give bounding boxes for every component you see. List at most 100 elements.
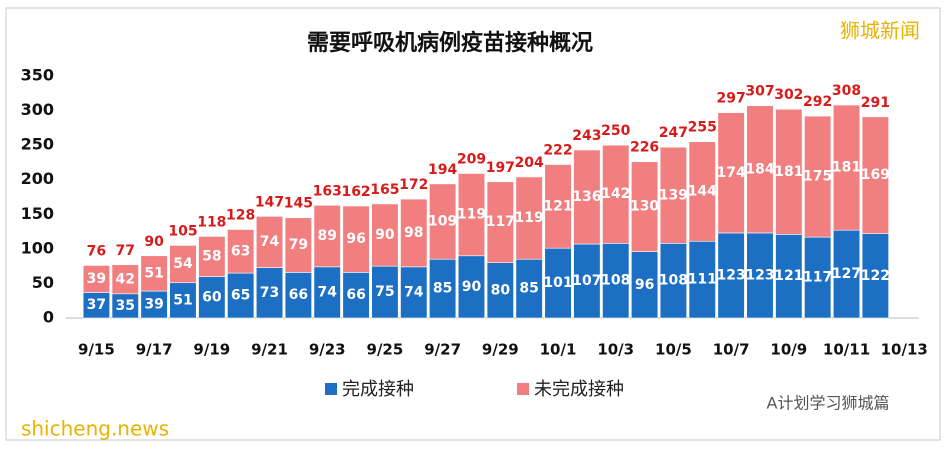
bar-segment (602, 144, 630, 244)
bar-segment (82, 292, 110, 319)
data-label: 75 (375, 284, 394, 300)
bar-segment (227, 272, 255, 319)
bar-segment (717, 232, 745, 319)
bar-segment (775, 108, 803, 235)
data-label: 175 (803, 169, 832, 185)
data-label: 96 (635, 277, 654, 293)
total-label: 226 (630, 140, 659, 156)
bar-segment (111, 264, 139, 295)
bar-segment (659, 146, 687, 244)
legend-label: 未完成接种 (534, 379, 624, 400)
bar-segment (313, 204, 341, 268)
bar-segment (457, 255, 486, 319)
data-label: 98 (404, 225, 423, 241)
x-tick-label: 9/21 (251, 341, 288, 359)
data-label: 117 (486, 214, 515, 230)
bar-segment (284, 272, 312, 319)
total-label: 302 (774, 87, 803, 103)
total-label: 162 (341, 184, 370, 200)
legend-swatch (325, 383, 337, 395)
bar-segment (486, 262, 514, 319)
bar-segment (775, 234, 803, 319)
data-label: 181 (774, 164, 803, 180)
data-label: 39 (87, 271, 106, 287)
bar-segment (515, 176, 543, 260)
total-label: 128 (226, 207, 255, 223)
data-label: 80 (491, 282, 511, 298)
bar-segment (371, 265, 399, 319)
data-label: 142 (601, 186, 630, 202)
y-tick-label: 150 (21, 204, 54, 223)
bar-segment (861, 116, 889, 234)
bar-segment (198, 236, 226, 277)
data-label: 122 (861, 268, 890, 284)
chart-title: 需要呼吸机病例疫苗接种概况 (307, 30, 593, 56)
legend-label: 完成接种 (342, 379, 414, 400)
data-label: 74 (404, 284, 424, 300)
watermark: A计划学习狮城篇 (767, 394, 890, 413)
data-label: 174 (717, 165, 746, 181)
data-label: 123 (745, 267, 774, 283)
y-tick-label: 250 (21, 135, 54, 154)
data-label: 63 (231, 243, 250, 259)
x-tick-label: 9/15 (78, 341, 115, 359)
bar-segment (169, 245, 197, 284)
x-tick-label: 9/17 (136, 341, 173, 359)
total-label: 197 (486, 160, 515, 176)
bar-segment (82, 265, 110, 293)
bar-segment (746, 232, 774, 319)
total-label: 165 (370, 182, 399, 198)
bar-segment (659, 243, 687, 319)
data-label: 35 (116, 298, 135, 314)
bar-segment (717, 112, 745, 234)
data-label: 96 (346, 231, 365, 247)
data-label: 66 (346, 287, 365, 303)
bar-segment (140, 255, 168, 292)
x-tick-label: 10/13 (881, 341, 928, 359)
x-tick-label: 9/27 (424, 341, 461, 359)
data-label: 184 (745, 161, 774, 177)
x-tick-label: 9/25 (367, 341, 404, 359)
watermark: 狮城新闻 (840, 19, 920, 43)
bar-segment (832, 104, 861, 231)
bar-segment (342, 205, 370, 273)
data-label: 130 (630, 199, 659, 215)
bar-segment (140, 290, 168, 319)
data-label: 127 (832, 266, 861, 282)
data-label: 139 (659, 187, 688, 203)
bar-segment (861, 233, 889, 319)
data-label: 121 (774, 268, 803, 284)
watermark: shicheng.news (21, 417, 169, 441)
y-tick-label: 100 (21, 238, 54, 257)
data-label: 108 (659, 273, 688, 289)
bar-segment (688, 240, 716, 319)
bar-segment (169, 282, 197, 319)
data-label: 66 (289, 287, 308, 303)
bar-segment (371, 203, 399, 267)
bar-segment (255, 267, 284, 319)
data-label: 85 (433, 281, 452, 297)
x-tick-label: 10/3 (597, 341, 634, 359)
data-label: 144 (688, 183, 717, 199)
data-label: 39 (144, 297, 163, 313)
bar-segment (804, 115, 832, 238)
bar-segment (429, 258, 457, 319)
bar-segment (284, 217, 312, 273)
bar-segment (429, 183, 457, 260)
data-label: 89 (317, 228, 336, 244)
x-tick-label: 10/9 (770, 341, 807, 359)
data-label: 119 (457, 207, 486, 223)
bar-segment (573, 149, 601, 245)
total-label: 194 (428, 162, 457, 178)
data-label: 42 (116, 271, 135, 287)
bar-segment (746, 105, 774, 234)
bar-segment (486, 181, 514, 263)
y-tick-label: 300 (21, 100, 54, 119)
total-label: 118 (197, 214, 226, 230)
bar-segment (227, 229, 255, 274)
data-label: 51 (144, 265, 163, 281)
x-tick-label: 10/1 (540, 341, 577, 359)
data-label: 90 (462, 279, 482, 295)
total-label: 247 (659, 125, 688, 141)
